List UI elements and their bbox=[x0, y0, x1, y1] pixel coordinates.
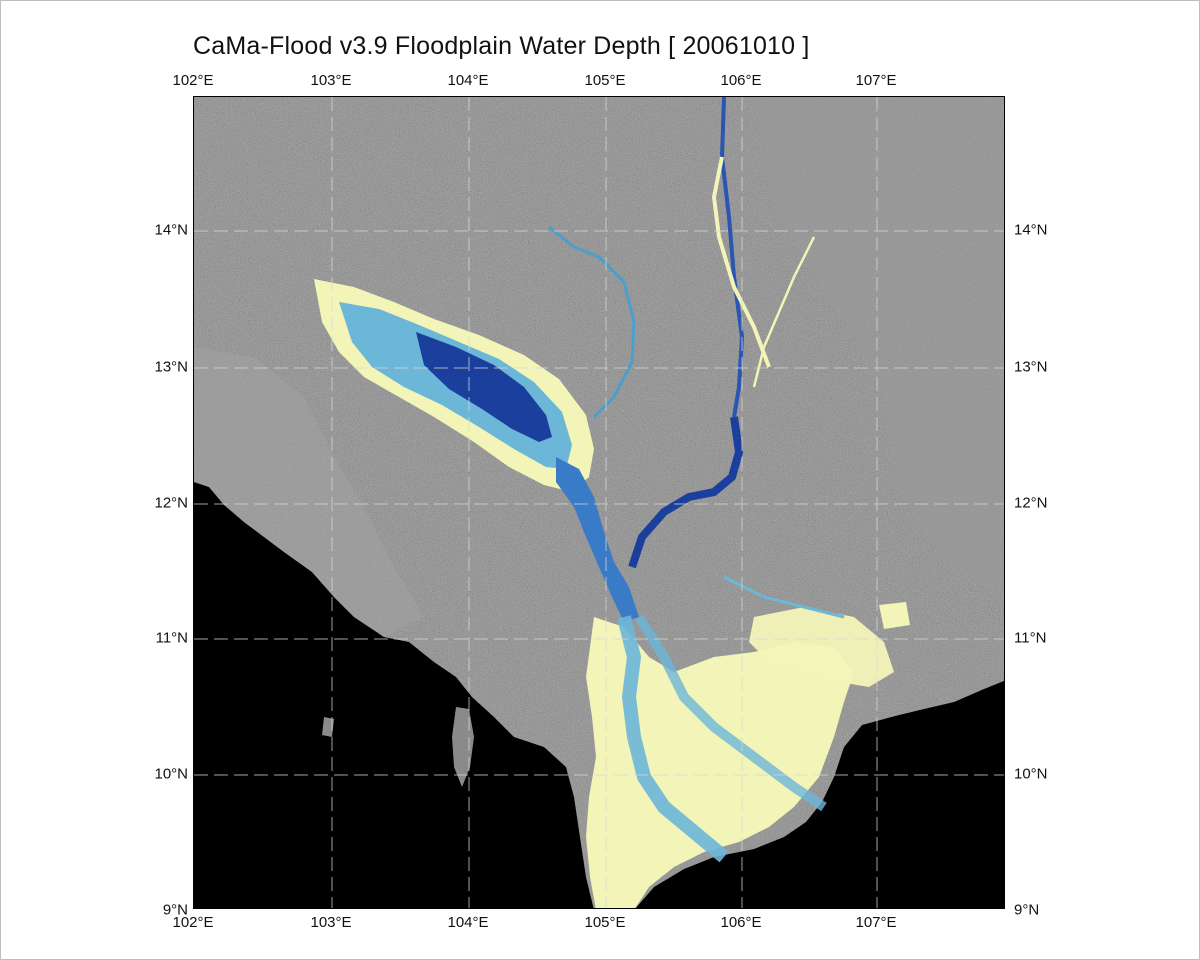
mekong-channel-upper bbox=[628, 416, 744, 569]
graticule bbox=[194, 97, 1004, 908]
map-svg bbox=[194, 97, 1004, 908]
lon-tick-bottom: 102°E bbox=[172, 914, 214, 931]
plain-of-reeds bbox=[749, 607, 894, 687]
lon-tick-top: 106°E bbox=[720, 72, 762, 89]
lon-tick-top: 107°E bbox=[855, 72, 897, 89]
lat-tick-right: 13°N bbox=[1014, 358, 1048, 376]
lon-tick-top: 103°E bbox=[310, 72, 352, 89]
tributary-west bbox=[548, 225, 636, 419]
lon-tick-top: 102°E bbox=[172, 72, 214, 89]
lat-tick-left: 9°N bbox=[162, 901, 188, 919]
lat-tick-right: 12°N bbox=[1014, 494, 1048, 512]
highland-southwest bbox=[194, 347, 424, 637]
lat-tick-left: 11°N bbox=[155, 629, 188, 647]
tributary-east bbox=[752, 236, 816, 388]
lat-tick-left: 12°N bbox=[154, 494, 188, 512]
east-flood-patch bbox=[879, 602, 910, 629]
lon-tick-bottom: 104°E bbox=[447, 914, 489, 931]
tonle-sap-river bbox=[556, 457, 639, 622]
lat-tick-right: 10°N bbox=[1014, 765, 1048, 783]
lat-tick-right: 14°N bbox=[1014, 221, 1048, 239]
lon-tick-top: 105°E bbox=[584, 72, 626, 89]
delta-channel-1 bbox=[617, 615, 729, 863]
lon-tick-bottom: 106°E bbox=[720, 914, 762, 931]
lon-tick-bottom: 103°E bbox=[310, 914, 352, 931]
lat-tick-left: 13°N bbox=[154, 358, 188, 376]
saigon-river bbox=[723, 575, 845, 619]
lat-tick-left: 10°N bbox=[154, 765, 188, 783]
lat-tick-right: 9°N bbox=[1014, 901, 1040, 919]
delta-channel-2 bbox=[634, 614, 827, 812]
lat-tick-right: 11°N bbox=[1014, 629, 1047, 647]
highland-east bbox=[754, 97, 1004, 596]
delta-floodplain bbox=[586, 617, 854, 908]
flood-depth-map bbox=[193, 96, 1005, 909]
lon-tick-bottom: 105°E bbox=[584, 914, 626, 931]
tonle-sap-deep bbox=[416, 332, 552, 442]
mekong-upstream-yellow bbox=[711, 156, 771, 368]
lon-tick-top: 104°E bbox=[447, 72, 489, 89]
island-small bbox=[322, 717, 334, 737]
lon-tick-bottom: 107°E bbox=[855, 914, 897, 931]
lat-tick-left: 14°N bbox=[154, 221, 188, 239]
map-title: CaMa-Flood v3.9 Floodplain Water Depth [… bbox=[193, 32, 810, 60]
